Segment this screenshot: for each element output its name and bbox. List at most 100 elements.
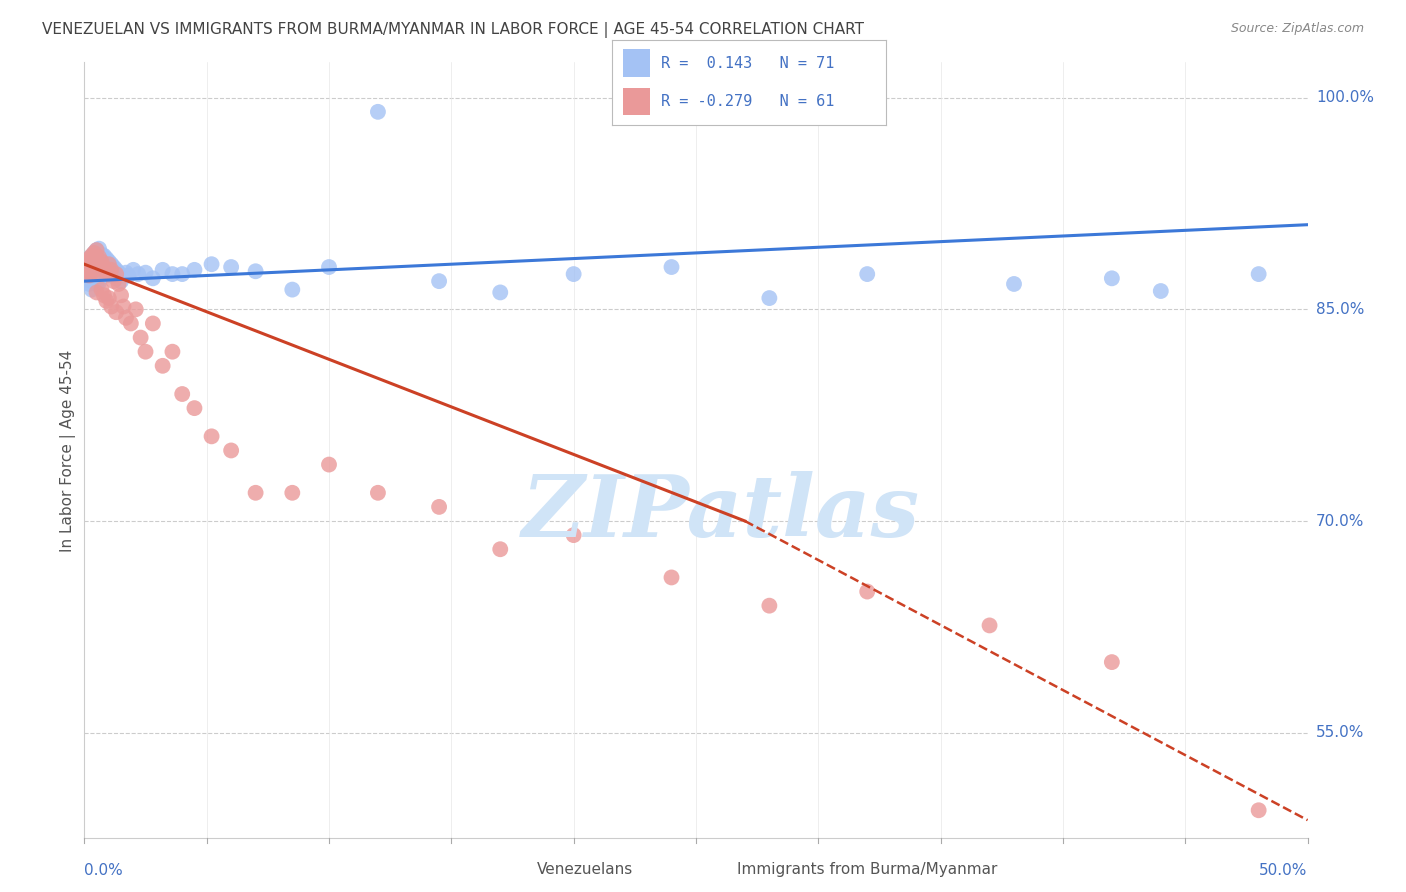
Point: [83, 254, 105, 268]
Point: [87, 250, 110, 264]
Point: [76, 256, 98, 270]
Point: [87, 276, 110, 290]
Text: ZIPatlas: ZIPatlas: [522, 471, 920, 554]
Point: [90, 247, 112, 261]
Point: [245, 264, 267, 278]
Point: [86, 277, 108, 291]
Point: [93, 249, 115, 263]
Point: [125, 302, 148, 317]
Text: 70.0%: 70.0%: [1316, 514, 1364, 528]
Point: [172, 387, 194, 401]
Point: [80, 274, 103, 288]
Point: [127, 267, 149, 281]
Point: [427, 274, 450, 288]
Point: [100, 263, 122, 277]
Point: [80, 266, 103, 280]
Point: [93, 288, 115, 302]
Point: [107, 277, 129, 291]
Point: [100, 257, 122, 271]
Point: [115, 310, 138, 325]
Point: [856, 584, 879, 599]
Point: [96, 293, 118, 308]
Point: [661, 570, 683, 584]
Point: [77, 268, 100, 283]
Text: 0.0%: 0.0%: [84, 863, 124, 879]
Point: [77, 277, 100, 291]
Point: [103, 268, 125, 283]
Point: [122, 263, 145, 277]
Point: [129, 330, 152, 344]
Point: [76, 264, 98, 278]
Point: [86, 285, 108, 300]
Point: [90, 254, 112, 268]
Point: [96, 268, 118, 283]
Point: [83, 263, 105, 277]
Bar: [623, 87, 650, 115]
Point: [105, 305, 128, 319]
Point: [83, 271, 105, 285]
Point: [77, 260, 100, 274]
Point: [76, 273, 98, 287]
Point: [87, 242, 110, 256]
Text: Immigrants from Burma/Myanmar: Immigrants from Burma/Myanmar: [737, 863, 997, 877]
Point: [77, 268, 100, 283]
Point: [172, 267, 194, 281]
Point: [142, 271, 165, 285]
Point: [105, 263, 128, 277]
Point: [97, 254, 120, 268]
Point: [86, 243, 108, 257]
Text: VENEZUELAN VS IMMIGRANTS FROM BURMA/MYANMAR IN LABOR FORCE | AGE 45-54 CORRELATI: VENEZUELAN VS IMMIGRANTS FROM BURMA/MYAN…: [42, 22, 865, 38]
Point: [97, 291, 120, 305]
Point: [245, 485, 267, 500]
Point: [219, 443, 242, 458]
Text: 85.0%: 85.0%: [1316, 301, 1364, 317]
Point: [80, 249, 103, 263]
Point: [96, 252, 118, 266]
Point: [135, 266, 157, 280]
Point: [87, 259, 110, 273]
Text: Venezuelans: Venezuelans: [537, 863, 633, 877]
Point: [489, 285, 512, 300]
Point: [427, 500, 450, 514]
Text: 55.0%: 55.0%: [1316, 725, 1364, 740]
Point: [162, 344, 184, 359]
Text: Source: ZipAtlas.com: Source: ZipAtlas.com: [1230, 22, 1364, 36]
Point: [103, 260, 125, 274]
Point: [758, 291, 780, 305]
Point: [105, 271, 128, 285]
Point: [142, 317, 165, 331]
Point: [93, 266, 115, 280]
Point: [76, 256, 98, 270]
Point: [281, 283, 304, 297]
Bar: [623, 49, 650, 77]
Point: [103, 274, 125, 288]
Point: [80, 257, 103, 271]
Point: [367, 485, 389, 500]
Point: [86, 252, 108, 266]
Point: [105, 267, 128, 281]
Point: [318, 458, 340, 472]
Point: [96, 264, 118, 278]
Point: [90, 264, 112, 278]
Point: [183, 263, 205, 277]
Point: [93, 257, 115, 271]
Point: [80, 283, 103, 297]
Point: [86, 243, 108, 257]
Point: [80, 249, 103, 263]
Point: [112, 300, 135, 314]
Point: [83, 246, 105, 260]
Point: [107, 266, 129, 280]
Point: [86, 260, 108, 274]
Point: [90, 283, 112, 297]
Point: [110, 288, 132, 302]
Point: [93, 260, 115, 274]
Text: R = -0.279   N = 61: R = -0.279 N = 61: [661, 94, 834, 109]
Text: R =  0.143   N = 71: R = 0.143 N = 71: [661, 55, 834, 70]
Point: [100, 266, 122, 280]
Point: [200, 257, 222, 271]
Point: [80, 257, 103, 271]
Point: [152, 359, 174, 373]
Point: [77, 260, 100, 274]
Point: [77, 252, 100, 266]
Point: [97, 263, 120, 277]
